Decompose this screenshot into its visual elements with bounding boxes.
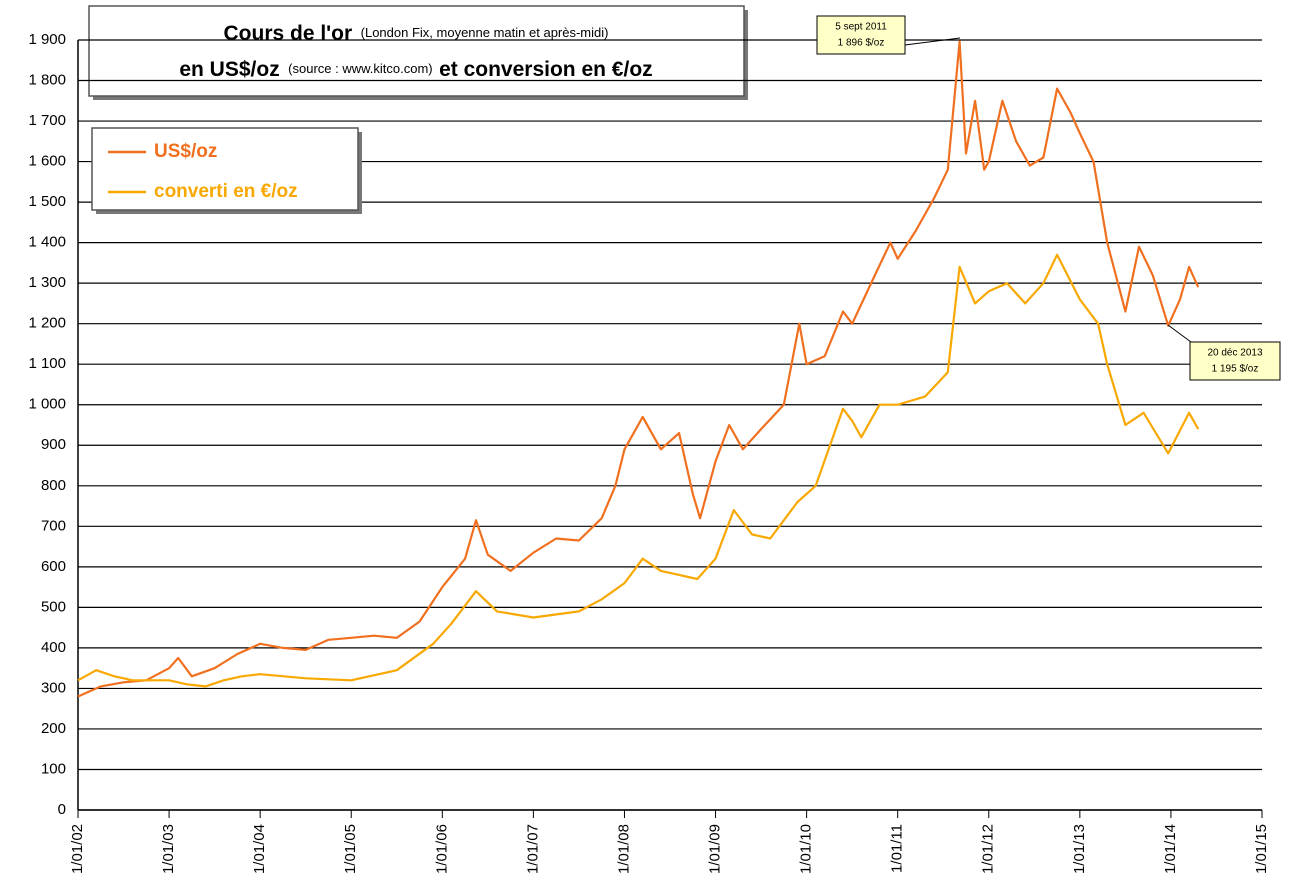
- y-tick-label: 800: [41, 477, 66, 494]
- legend-label: US$/oz: [154, 141, 217, 162]
- x-tick-label: 1/01/05: [342, 824, 359, 874]
- callout-line: [904, 37, 961, 46]
- y-tick-label: 300: [41, 679, 66, 696]
- y-tick-label: 900: [41, 436, 66, 453]
- x-tick-label: 1/01/12: [980, 824, 997, 874]
- title-note: (London Fix, moyenne matin et après-midi…: [361, 25, 609, 40]
- x-tick-label: 1/01/08: [615, 824, 632, 874]
- y-tick-label: 1 100: [28, 355, 66, 372]
- x-tick-label: 1/01/11: [889, 824, 906, 873]
- title-line1: Cours de l'or (London Fix, moyenne matin…: [224, 22, 609, 45]
- legend-label: converti en €/oz: [154, 181, 298, 202]
- title-part: en US$/oz: [179, 58, 279, 81]
- annotation-box: [816, 15, 906, 55]
- annotation: 20 déc 2013: [1207, 348, 1262, 359]
- x-tick-label: 1/01/06: [433, 824, 450, 874]
- title-source: (source : www.kitco.com): [288, 61, 432, 76]
- x-tick-label: 1/01/15: [1253, 824, 1270, 874]
- y-tick-label: 1 800: [28, 71, 66, 88]
- y-tick-label: 100: [41, 760, 66, 777]
- y-tick-label: 1 000: [28, 396, 66, 413]
- y-tick-label: 1 200: [28, 315, 66, 332]
- y-tick-label: 400: [41, 639, 66, 656]
- y-tick-label: 1 900: [28, 31, 66, 48]
- series-line: [77, 253, 1200, 688]
- legend: US$/oz converti en €/oz: [108, 141, 298, 202]
- x-tick-label: 1/01/10: [798, 824, 815, 874]
- x-tick-label: 1/01/03: [160, 824, 177, 874]
- title-main: Cours de l'or: [224, 22, 353, 45]
- y-tick-label: 1 500: [28, 193, 66, 210]
- y-tick-label: 500: [41, 598, 66, 615]
- y-tick-label: 1 400: [28, 234, 66, 251]
- legend-box: [91, 127, 359, 211]
- annotation-box: [1189, 341, 1281, 381]
- y-tick-label: 200: [41, 720, 66, 737]
- y-tick-label: 1 600: [28, 153, 66, 170]
- x-tick-label: 1/01/02: [69, 824, 86, 874]
- series-line: [77, 40, 1200, 698]
- x-tick-label: 1/01/09: [707, 824, 724, 874]
- y-tick-label: 0: [58, 801, 66, 818]
- x-tick-label: 1/01/07: [524, 824, 541, 874]
- annotation: 5 sept 2011: [835, 22, 887, 33]
- title-part: et conversion en €/oz: [439, 58, 653, 81]
- title-line2: en US$/oz (source : www.kitco.com) et co…: [179, 58, 652, 81]
- y-tick-label: 1 300: [28, 274, 66, 291]
- x-tick-label: 1/01/04: [251, 824, 268, 874]
- y-tick-label: 600: [41, 558, 66, 575]
- annotation: 1 195 $/oz: [1212, 364, 1259, 375]
- x-tick-label: 1/01/14: [1162, 824, 1179, 874]
- y-tick-label: 1 700: [28, 112, 66, 129]
- x-tick-label: 1/01/13: [1071, 824, 1088, 874]
- title-box: [88, 5, 745, 97]
- y-tick-label: 700: [41, 517, 66, 534]
- plot: 0 100 200 300 400 500 600 700 800 900 1 000 1 100 1 …: [28, 31, 1270, 874]
- annotation: 1 896 $/oz: [838, 38, 885, 49]
